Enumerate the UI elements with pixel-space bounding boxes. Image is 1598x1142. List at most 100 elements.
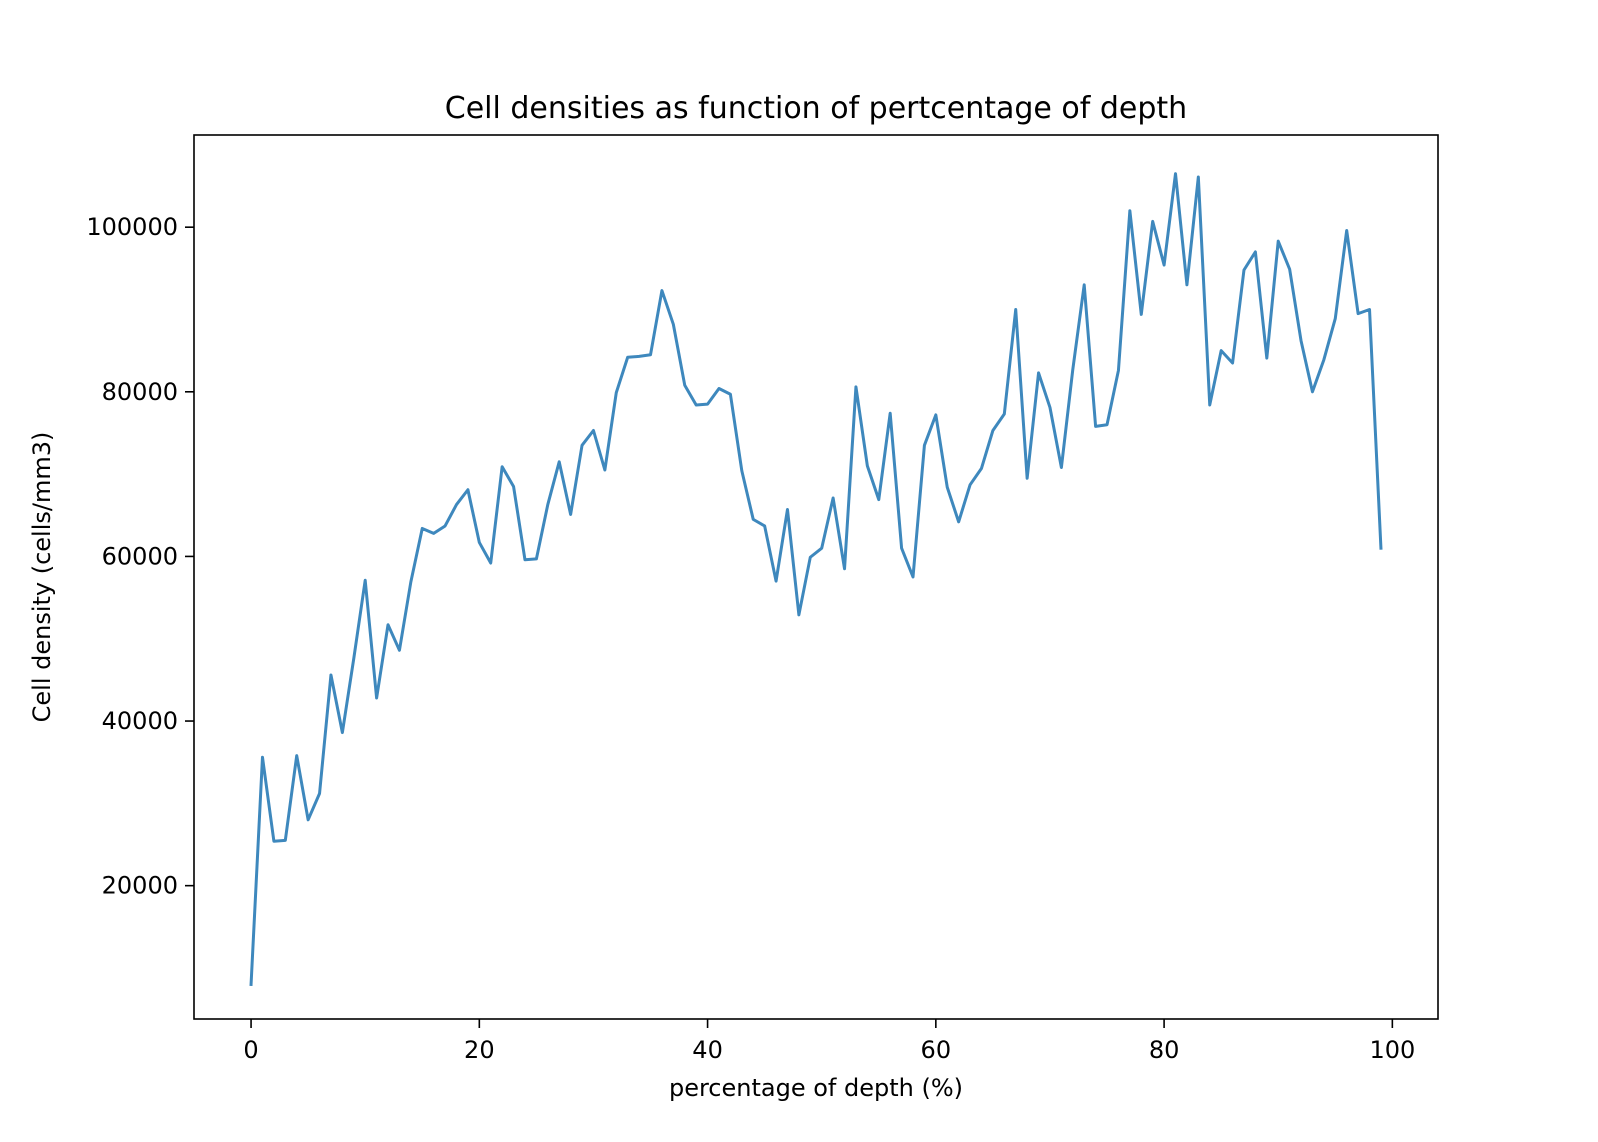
data-point bbox=[1117, 369, 1120, 372]
data-point bbox=[740, 469, 743, 472]
data-point bbox=[1128, 209, 1131, 212]
data-point bbox=[1300, 339, 1303, 342]
data-point bbox=[991, 429, 994, 432]
data-point bbox=[946, 486, 949, 489]
data-point bbox=[866, 464, 869, 467]
data-point bbox=[820, 547, 823, 550]
data-point bbox=[900, 547, 903, 550]
data-point bbox=[729, 393, 732, 396]
data-point bbox=[877, 498, 880, 501]
data-point bbox=[432, 532, 435, 535]
axes-frame bbox=[193, 134, 1439, 1020]
data-point bbox=[1003, 413, 1006, 416]
data-point bbox=[1060, 466, 1063, 469]
data-point bbox=[569, 513, 572, 516]
data-point bbox=[615, 391, 618, 394]
data-point bbox=[409, 580, 412, 583]
data-point bbox=[398, 649, 401, 652]
data-point bbox=[284, 839, 287, 842]
data-point bbox=[581, 444, 584, 447]
data-point bbox=[1048, 406, 1051, 409]
data-point bbox=[261, 756, 264, 759]
x-tick-label: 40 bbox=[692, 1036, 723, 1064]
data-point bbox=[934, 413, 937, 416]
data-point bbox=[1174, 172, 1177, 175]
data-point bbox=[912, 576, 915, 579]
data-point bbox=[1368, 308, 1371, 311]
data-point bbox=[809, 556, 812, 559]
data-point bbox=[364, 579, 367, 582]
x-tick-label: 80 bbox=[1149, 1036, 1180, 1064]
data-point bbox=[1151, 220, 1154, 223]
data-point bbox=[318, 792, 321, 795]
x-tick-label: 60 bbox=[921, 1036, 952, 1064]
y-tick-label: 40000 bbox=[102, 707, 178, 735]
data-point bbox=[512, 485, 515, 488]
data-point bbox=[786, 508, 789, 511]
y-axis-label: Cell density (cells/mm3) bbox=[28, 432, 56, 723]
data-point bbox=[1242, 268, 1245, 271]
data-point bbox=[295, 754, 298, 757]
data-point bbox=[466, 488, 469, 491]
data-point bbox=[546, 503, 549, 506]
data-point bbox=[1322, 358, 1325, 361]
data-point bbox=[1071, 368, 1074, 371]
data-point bbox=[1026, 477, 1029, 480]
data-point bbox=[1345, 229, 1348, 232]
data-point bbox=[592, 429, 595, 432]
data-point bbox=[387, 623, 390, 626]
data-point bbox=[1185, 283, 1188, 286]
data-point bbox=[1231, 362, 1234, 365]
y-tick-label: 20000 bbox=[102, 872, 178, 900]
data-point bbox=[1311, 390, 1314, 393]
data-point bbox=[957, 520, 960, 523]
data-point bbox=[695, 403, 698, 406]
data-point bbox=[535, 557, 538, 560]
data-point bbox=[797, 613, 800, 616]
x-axis-label: percentage of depth (%) bbox=[669, 1074, 963, 1102]
data-point bbox=[444, 524, 447, 527]
data-point bbox=[1357, 312, 1360, 315]
data-point bbox=[1288, 268, 1291, 271]
data-point bbox=[501, 465, 504, 468]
data-point bbox=[775, 580, 778, 583]
data-point bbox=[1163, 264, 1166, 267]
data-point bbox=[250, 983, 253, 986]
data-point bbox=[558, 460, 561, 463]
data-point bbox=[1037, 371, 1040, 374]
data-point bbox=[272, 840, 275, 843]
data-point bbox=[854, 385, 857, 388]
data-point bbox=[980, 467, 983, 470]
data-point bbox=[1265, 357, 1268, 360]
data-point bbox=[1277, 240, 1280, 243]
data-point bbox=[626, 356, 629, 359]
data-point bbox=[307, 818, 310, 821]
data-point bbox=[1094, 425, 1097, 428]
y-axis-ticks: 20000 40000 60000 80000 100000 bbox=[86, 213, 194, 900]
data-point bbox=[1334, 317, 1337, 320]
data-point bbox=[1014, 308, 1017, 311]
data-point bbox=[752, 518, 755, 521]
data-point bbox=[832, 496, 835, 499]
data-point bbox=[717, 387, 720, 390]
data-point bbox=[638, 355, 641, 358]
data-point bbox=[660, 289, 663, 292]
data-point bbox=[889, 412, 892, 415]
data-point bbox=[1083, 283, 1086, 286]
data-point bbox=[478, 541, 481, 544]
data-point bbox=[1220, 349, 1223, 352]
data-point bbox=[1140, 313, 1143, 316]
x-axis-ticks: 0 20 40 60 80 100 bbox=[243, 1019, 1415, 1064]
data-point bbox=[489, 562, 492, 565]
data-point bbox=[1197, 175, 1200, 178]
data-point bbox=[1208, 403, 1211, 406]
data-point bbox=[969, 483, 972, 486]
y-tick-label: 60000 bbox=[102, 542, 178, 570]
data-point bbox=[523, 558, 526, 561]
chart-title: Cell densities as function of pertcentag… bbox=[445, 91, 1187, 126]
data-point bbox=[683, 384, 686, 387]
series-line bbox=[249, 172, 1383, 987]
x-tick-label: 0 bbox=[243, 1036, 258, 1064]
data-point bbox=[843, 567, 846, 570]
